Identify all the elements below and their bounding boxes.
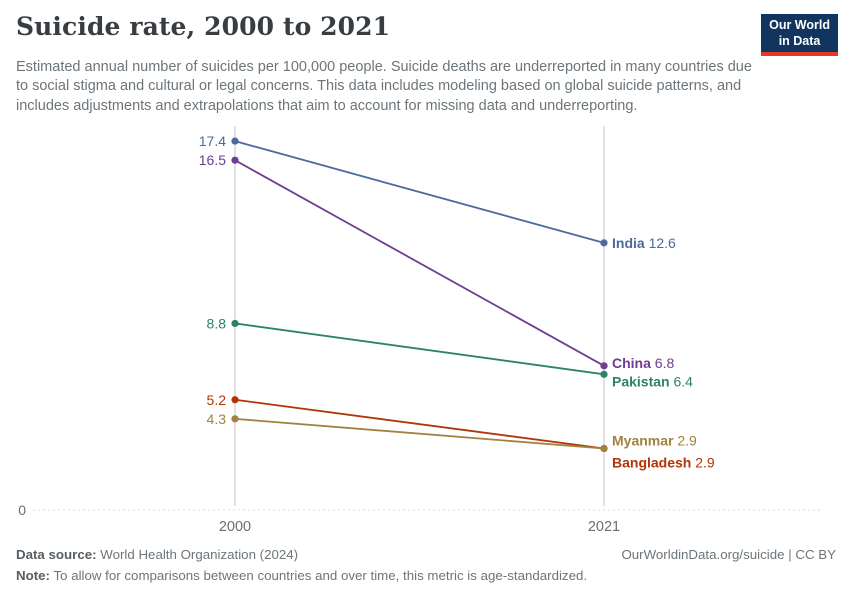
data-source-label: Data source: [16, 547, 97, 562]
data-point-china-end[interactable] [600, 362, 608, 370]
series-line-myanmar[interactable] [234, 417, 605, 450]
note-label: Note: [16, 567, 50, 583]
start-value-label-pakistan: 8.8 [207, 315, 227, 331]
owid-logo[interactable]: Our World in Data [761, 14, 838, 57]
chart-area: 0 2000 2021 17.4 India 12.6 16.5 China 6.8 8.8 P… [0, 124, 850, 536]
series-line-china[interactable] [234, 159, 605, 367]
chart-footer: Data source: World Health Organization (… [16, 545, 836, 586]
series-line-bangladesh[interactable] [234, 398, 605, 450]
start-value-label-bangladesh: 5.2 [207, 392, 227, 408]
data-point-india-end[interactable] [600, 239, 608, 247]
data-source-text: World Health Organization (2024) [100, 547, 299, 562]
start-value-label-myanmar: 4.3 [207, 411, 227, 427]
footer-row-note: Note: To allow for comparisons between c… [16, 566, 836, 587]
series-line-pakistan[interactable] [234, 322, 605, 376]
data-point-india-start[interactable] [231, 137, 239, 145]
owid-license-link[interactable]: OurWorldinData.org/suicide | CC BY [621, 547, 836, 562]
data-point-myanmar-end[interactable] [600, 444, 608, 453]
data-point-pakistan-start[interactable] [231, 319, 239, 328]
end-label-china: China 6.8 [612, 355, 674, 371]
y-axis-zero-label: 0 [18, 502, 26, 518]
end-label-myanmar: Myanmar 2.9 [612, 433, 697, 449]
end-label-pakistan: Pakistan 6.4 [612, 373, 693, 389]
note-text: To allow for comparisons between countri… [53, 567, 588, 583]
chart-subtitle: Estimated annual number of suicides per … [16, 59, 752, 114]
x-tick-label-2000: 2000 [219, 519, 251, 535]
data-point-pakistan-end[interactable] [600, 370, 608, 378]
owid-logo-line1: Our World [769, 18, 830, 32]
end-label-india: India 12.6 [612, 235, 676, 251]
page-title: Suicide rate, 2000 to 2021 [16, 12, 391, 41]
data-source: Data source: World Health Organization (… [16, 545, 298, 566]
data-point-myanmar-start[interactable] [231, 415, 239, 423]
footer-row-source: Data source: World Health Organization (… [16, 545, 836, 566]
end-label-bangladesh: Bangladesh 2.9 [612, 455, 715, 471]
owid-logo-line2: in Data [778, 33, 821, 48]
series-line-india[interactable] [234, 140, 605, 244]
start-value-label-china: 16.5 [199, 152, 226, 168]
data-point-china-start[interactable] [231, 156, 239, 164]
data-point-bangladesh-start[interactable] [231, 396, 239, 404]
slope-chart: 0 2000 2021 17.4 India 12.6 16.5 China 6.8 8.8 P… [18, 126, 822, 535]
start-value-label-india: 17.4 [199, 133, 226, 149]
x-tick-label-2021: 2021 [588, 519, 620, 535]
